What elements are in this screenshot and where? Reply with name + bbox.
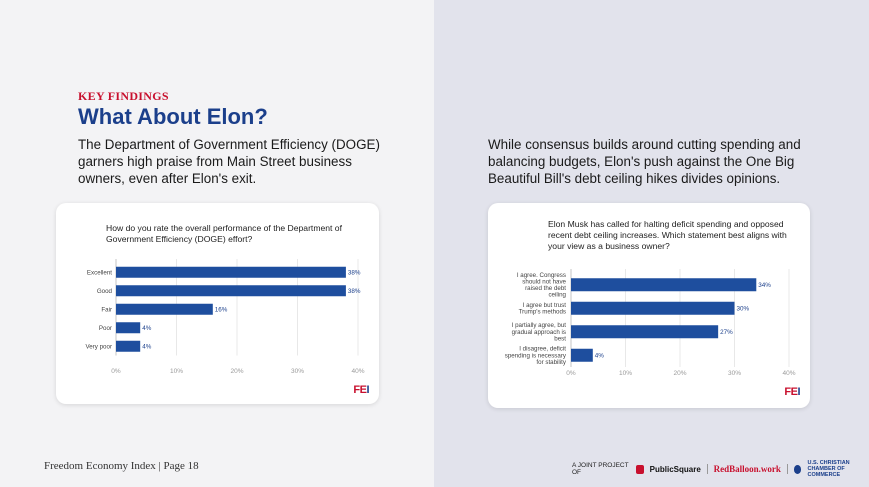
category-label: I disagree, deficit xyxy=(519,346,566,353)
publicsquare-logo: PublicSquare xyxy=(649,464,701,474)
partner-logos: A JOINT PROJECT OF PublicSquare RedBallo… xyxy=(572,460,869,478)
x-tick-label: 10% xyxy=(619,370,632,377)
category-label: best xyxy=(554,335,566,342)
x-tick-label: 30% xyxy=(291,368,304,375)
category-label: Very poor xyxy=(86,343,112,350)
category-label: Good xyxy=(97,288,113,295)
data-label: 4% xyxy=(142,344,152,351)
divider xyxy=(706,464,708,474)
category-label: Trump's methods xyxy=(519,309,566,316)
x-tick-label: 20% xyxy=(230,368,243,375)
bar xyxy=(571,325,719,339)
right-intro-text: While consensus builds around cutting sp… xyxy=(488,137,801,186)
data-label: 27% xyxy=(720,329,733,336)
chamber-logo: U.S. CHRISTIAN CHAMBER OF COMMERCE xyxy=(807,460,850,478)
data-label: 38% xyxy=(348,270,361,277)
bar xyxy=(571,278,757,292)
joint-project-label: A JOINT PROJECT OF xyxy=(572,462,629,476)
divider xyxy=(786,464,788,474)
category-label: I agree but trust xyxy=(523,302,567,309)
bar xyxy=(116,322,141,334)
chart-card-debt-ceiling: Elon Musk has called for halting deficit… xyxy=(488,203,810,408)
bar xyxy=(571,301,735,315)
x-tick-label: 0% xyxy=(566,370,576,377)
x-tick-label: 30% xyxy=(728,370,741,377)
bar xyxy=(116,340,141,352)
left-intro-text: The Department of Government Efficiency … xyxy=(78,137,380,186)
category-label: should not have xyxy=(522,278,566,285)
category-label: I partially agree, but xyxy=(512,322,567,329)
page-title: What About Elon? xyxy=(78,104,268,129)
chart-question: Elon Musk has called for halting deficit… xyxy=(548,219,787,251)
x-tick-label: 40% xyxy=(351,368,364,375)
category-label: gradual approach is xyxy=(512,329,566,336)
x-tick-label: 40% xyxy=(782,370,795,377)
redballoon-logo: RedBalloon.work xyxy=(713,464,781,474)
bar xyxy=(116,285,346,297)
category-label: raised the debt xyxy=(525,285,566,292)
chart-question: How do you rate the overall performance … xyxy=(106,223,342,244)
data-label: 38% xyxy=(348,288,361,295)
data-label: 34% xyxy=(758,282,771,289)
page-footer-label: Freedom Economy Index | Page 18 xyxy=(44,460,199,472)
data-label: 16% xyxy=(215,307,228,314)
bar xyxy=(116,303,213,315)
category-label: I agree. Congress xyxy=(517,272,566,279)
bar xyxy=(571,348,593,362)
chart-card-doge-rating: How do you rate the overall performance … xyxy=(56,203,379,404)
category-label: ceiling xyxy=(548,292,566,299)
eyebrow-label: KEY FINDINGS xyxy=(78,89,169,103)
bar-chart-doge-rating: 0% 10% 20% 30% 40% Excellent 38% Good 38% Fair 16%… xyxy=(86,259,365,375)
x-tick-label: 20% xyxy=(673,370,686,377)
chamber-seal-icon xyxy=(793,464,802,474)
data-label: 30% xyxy=(737,306,750,313)
x-tick-label: 0% xyxy=(111,368,121,375)
data-label: 4% xyxy=(595,353,605,360)
bar xyxy=(116,266,346,278)
publicsquare-icon xyxy=(635,464,644,474)
category-label: Excellent xyxy=(87,269,112,276)
category-label: spending is necessary xyxy=(505,352,567,359)
data-label: 4% xyxy=(142,325,152,332)
category-label: Poor xyxy=(99,325,112,332)
category-label: Fair xyxy=(101,306,112,313)
x-tick-label: 10% xyxy=(170,368,183,375)
fei-logo: FEI xyxy=(353,384,369,396)
fei-logo: FEI xyxy=(784,386,800,398)
category-label: for stability xyxy=(536,359,566,366)
